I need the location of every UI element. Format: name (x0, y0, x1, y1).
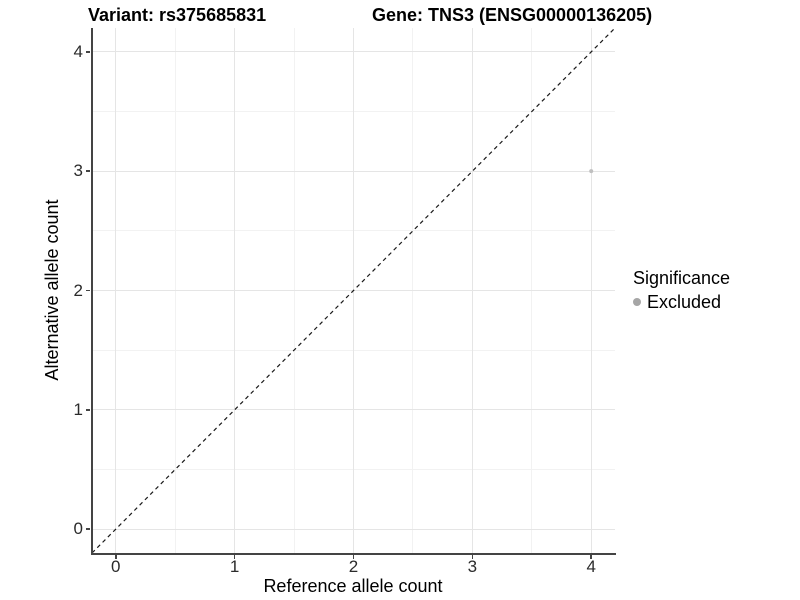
legend-entry-label: Excluded (647, 292, 722, 312)
y-tick-mark (86, 51, 90, 53)
y-tick-label: 3 (73, 161, 83, 181)
identity-line (91, 27, 616, 554)
x-tick-mark (115, 555, 117, 559)
y-tick-mark (86, 289, 90, 292)
x-tick-label: 2 (348, 557, 359, 576)
legend-dot-icon (633, 298, 641, 306)
x-tick-mark (590, 555, 592, 559)
x-tick-mark (233, 555, 236, 559)
gene-title: Gene: TNS3 (ENSG00000136205) (372, 5, 653, 25)
legend-title: Significance (633, 268, 731, 288)
x-tick-label: 0 (111, 557, 121, 576)
y-tick-label: 0 (73, 519, 83, 539)
y-tick-label: 2 (73, 280, 83, 300)
plot-overlay (91, 27, 616, 554)
major-gridline-y (92, 528, 615, 530)
y-tick-label: 4 (73, 41, 83, 61)
x-axis-line (91, 553, 616, 555)
x-axis-title: Reference allele count (263, 576, 443, 596)
data-point (589, 169, 594, 174)
x-tick-label: 3 (467, 557, 478, 576)
legend-entry: Excluded (631, 291, 730, 313)
x-tick-label: 1 (229, 557, 240, 576)
y-axis-title: Alternative allele count (42, 199, 62, 381)
y-tick-mark (86, 528, 90, 530)
x-tick-mark (352, 555, 355, 559)
major-gridline-y (92, 409, 615, 411)
y-axis-line (91, 28, 93, 554)
x-tick-mark (471, 555, 474, 559)
y-tick-mark (86, 409, 90, 411)
legend: Significance Excluded (631, 267, 730, 313)
variant-title: Variant: rs375685831 (88, 5, 267, 25)
y-tick-mark (86, 170, 90, 172)
y-tick-label: 1 (73, 399, 83, 419)
plot-panel (91, 27, 616, 554)
major-gridline-y (92, 170, 615, 172)
x-tick-label: 4 (586, 557, 596, 576)
major-gridline-y (92, 51, 615, 53)
